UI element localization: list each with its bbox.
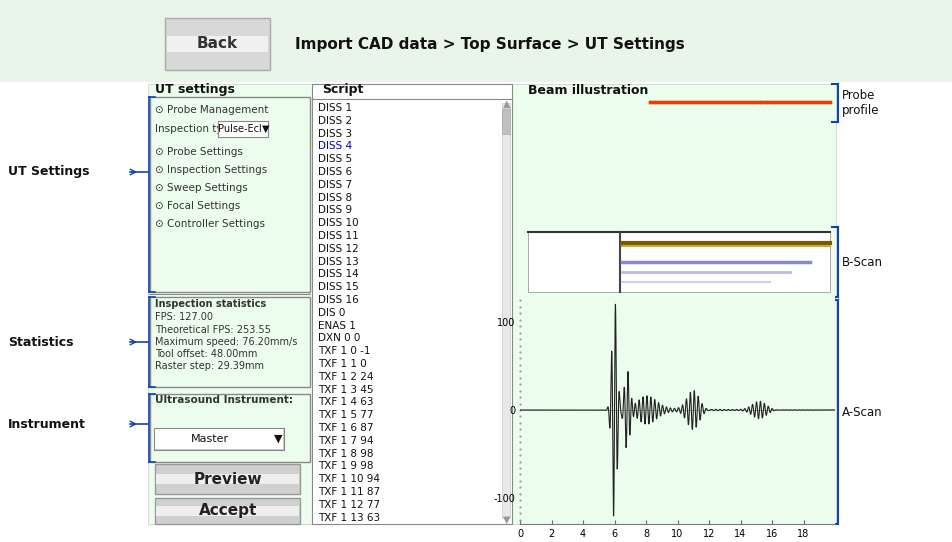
Text: DISS 1: DISS 1 [318,103,352,113]
Text: DISS 14: DISS 14 [318,269,359,279]
Text: B-Scan: B-Scan [842,255,883,268]
FancyBboxPatch shape [312,84,512,524]
Text: TXF 1 8 98: TXF 1 8 98 [318,449,373,459]
FancyBboxPatch shape [218,121,268,137]
Text: TXF 1 5 77: TXF 1 5 77 [318,410,373,420]
Text: ⊙ Controller Settings: ⊙ Controller Settings [155,219,265,229]
Text: ⊙ Probe Management: ⊙ Probe Management [155,105,268,115]
Text: UT settings: UT settings [155,83,235,96]
Text: TXF 1 2 24: TXF 1 2 24 [318,372,373,382]
Text: Raster step: 29.39mm: Raster step: 29.39mm [155,361,264,371]
FancyBboxPatch shape [502,103,510,518]
Text: Preview: Preview [193,472,263,487]
Text: UT Settings: UT Settings [8,165,89,178]
FancyBboxPatch shape [150,297,310,387]
Text: Master: Master [191,434,229,444]
Text: DISS 12: DISS 12 [318,244,359,254]
Text: Script: Script [322,83,364,96]
Text: Probe
profile: Probe profile [842,89,880,117]
Text: DISS 9: DISS 9 [318,205,352,215]
FancyBboxPatch shape [165,18,270,70]
Text: ENAS 1: ENAS 1 [318,321,356,331]
Text: TXF 1 6 87: TXF 1 6 87 [318,423,373,433]
Text: ⊙ Inspection Settings: ⊙ Inspection Settings [155,165,268,175]
Text: TXF 1 4 63: TXF 1 4 63 [318,397,373,408]
FancyBboxPatch shape [0,0,952,82]
Text: TXF 1 10 94: TXF 1 10 94 [318,474,380,484]
Text: TXF 1 12 77: TXF 1 12 77 [318,500,380,510]
FancyBboxPatch shape [502,109,510,134]
Text: Import CAD data > Top Surface > UT Settings: Import CAD data > Top Surface > UT Setti… [295,36,684,51]
FancyBboxPatch shape [155,464,300,494]
Text: TXF 1 13 63: TXF 1 13 63 [318,513,380,522]
Text: ▼: ▼ [274,434,282,444]
FancyBboxPatch shape [155,429,283,449]
Text: ▲: ▲ [504,99,511,109]
Text: ▼: ▼ [504,515,511,525]
Text: DISS 5: DISS 5 [318,154,352,164]
FancyBboxPatch shape [155,498,300,524]
FancyBboxPatch shape [167,36,268,52]
Text: DIS 0: DIS 0 [318,308,346,318]
Text: ⊙ Sweep Settings: ⊙ Sweep Settings [155,183,248,193]
Text: Inspection statistics: Inspection statistics [155,299,267,309]
FancyBboxPatch shape [148,84,836,524]
Text: Tool offset: 48.00mm: Tool offset: 48.00mm [155,349,257,359]
Text: DISS 15: DISS 15 [318,282,359,292]
FancyBboxPatch shape [528,232,830,292]
Text: DISS 2: DISS 2 [318,116,352,126]
Text: Back: Back [196,36,238,51]
Text: ▼: ▼ [262,124,269,134]
FancyBboxPatch shape [150,97,310,292]
Text: TXF 1 1 0: TXF 1 1 0 [318,359,367,369]
Text: Pulse-Ecl: Pulse-Ecl [218,124,262,134]
Text: Beam illustration: Beam illustration [528,83,648,96]
Text: ⊙ Probe Settings: ⊙ Probe Settings [155,147,243,157]
Text: Ultrasound Instrument:: Ultrasound Instrument: [155,395,293,405]
Text: TXF 1 0 -1: TXF 1 0 -1 [318,346,370,356]
Text: Inspection type: Inspection type [155,124,235,134]
FancyBboxPatch shape [154,428,284,450]
Text: DISS 10: DISS 10 [318,218,359,228]
Text: TXF 1 3 45: TXF 1 3 45 [318,385,373,395]
FancyBboxPatch shape [156,474,299,484]
Text: ⊙ Focal Settings: ⊙ Focal Settings [155,201,240,211]
Text: Statistics: Statistics [8,335,73,349]
Text: DISS 16: DISS 16 [318,295,359,305]
Text: DISS 3: DISS 3 [318,128,352,139]
Text: TXF 1 11 87: TXF 1 11 87 [318,487,380,497]
Text: DXN 0 0: DXN 0 0 [318,333,361,344]
Text: DISS 4: DISS 4 [318,141,352,151]
Text: DISS 6: DISS 6 [318,167,352,177]
Text: Accept: Accept [199,504,257,519]
Text: DISS 13: DISS 13 [318,256,359,267]
Text: DISS 8: DISS 8 [318,192,352,203]
Text: Maximum speed: 76.20mm/s: Maximum speed: 76.20mm/s [155,337,297,347]
Text: Theoretical FPS: 253.55: Theoretical FPS: 253.55 [155,325,271,335]
Text: TXF 1 9 98: TXF 1 9 98 [318,461,373,472]
Text: Instrument: Instrument [8,417,86,430]
Text: TXF 1 7 94: TXF 1 7 94 [318,436,373,446]
FancyBboxPatch shape [150,394,310,462]
Text: FPS: 127.00: FPS: 127.00 [155,312,213,322]
FancyBboxPatch shape [156,506,299,516]
Text: DISS 7: DISS 7 [318,180,352,190]
Text: A-Scan: A-Scan [842,405,883,418]
Text: DISS 11: DISS 11 [318,231,359,241]
